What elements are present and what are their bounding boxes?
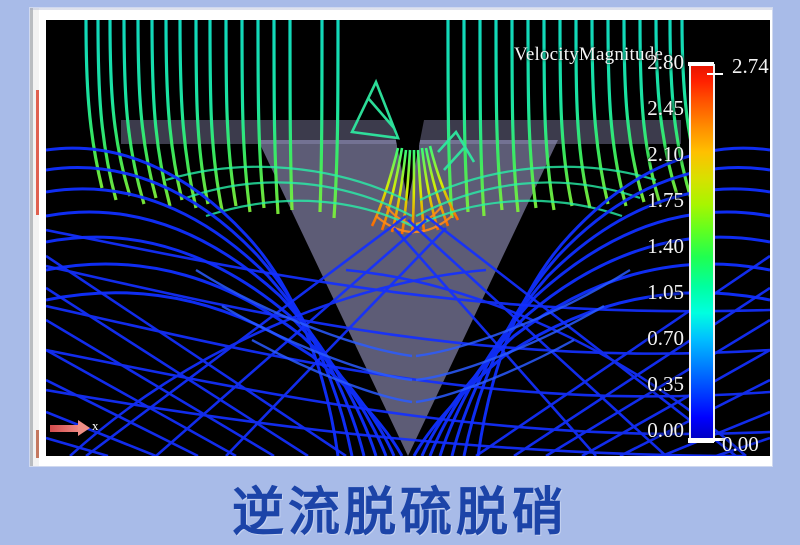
colorbar-tick: 0.35 [647, 372, 684, 396]
colorbar-cap-bottom [688, 438, 714, 443]
colorbar-tick: 0.70 [647, 326, 684, 350]
axis-arrow-icon [50, 425, 80, 432]
scrollbar-sliver[interactable] [36, 90, 39, 215]
colorbar-tick: 1.05 [647, 280, 684, 304]
colorbar-tick: 0.00 [647, 418, 684, 442]
frame-left-bevel [30, 8, 44, 466]
colorbar-gradient [689, 64, 715, 442]
colorbar-max-tick [707, 73, 723, 75]
colorbar-tick: 2.10 [647, 142, 684, 166]
axis-indicator: x [50, 412, 120, 446]
axis-x-label: x [92, 418, 99, 433]
colorbar[interactable] [688, 50, 725, 450]
colorbar-title: VelocityMagnitude [514, 44, 664, 65]
render-canvas[interactable]: x VelocityMagnitude 2.80 2.45 2.10 1.75 … [46, 20, 770, 456]
colorbar-min-label: 0.00 [722, 432, 759, 456]
colorbar-min-tick [707, 438, 725, 441]
colorbar-tick: 2.45 [647, 96, 684, 120]
streamlines-recirculation [46, 146, 770, 456]
colorbar-cap-top [688, 62, 714, 66]
axis-arrow-head-icon [78, 420, 90, 436]
colorbar-tick: 1.40 [647, 234, 684, 258]
colorbar-tick: 1.75 [647, 188, 684, 212]
colorbar-tick-labels: 2.80 2.45 2.10 1.75 1.40 1.05 0.70 0.35 … [576, 50, 684, 450]
figure-caption: 逆流脱硫脱硝 [231, 483, 568, 543]
scrollbar-sliver-lower[interactable] [36, 430, 39, 458]
colorbar-max-label: 2.74 [732, 54, 769, 78]
colorbar-tick: 2.80 [647, 50, 684, 74]
